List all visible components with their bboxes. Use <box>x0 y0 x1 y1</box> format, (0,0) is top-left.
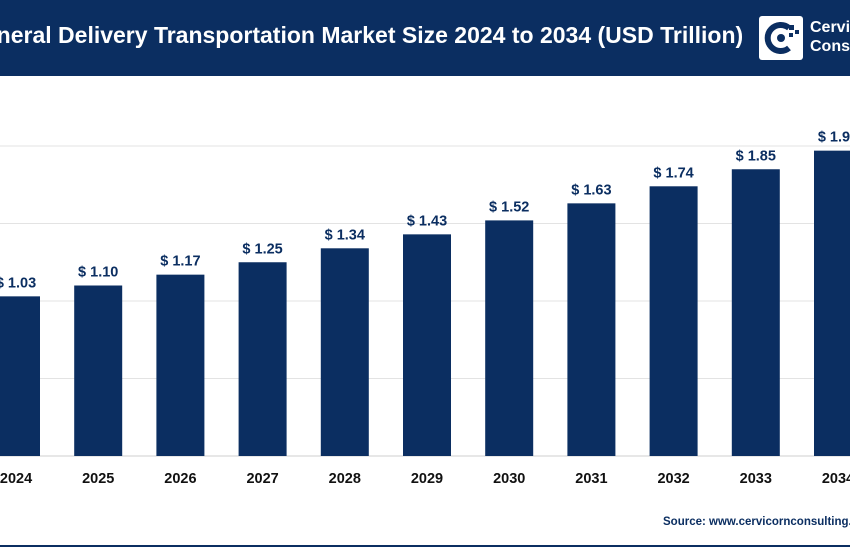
bar-2025 <box>74 285 123 456</box>
bar-2032 <box>649 186 698 457</box>
data-label-2032: $ 1.74 <box>653 165 693 181</box>
x-tick-label-2029: 2029 <box>411 471 443 487</box>
data-label-2034: $ 1.97 <box>818 130 850 146</box>
data-label-2028: $ 1.34 <box>325 227 365 243</box>
x-tick-label-2026: 2026 <box>164 471 196 487</box>
bar-2024 <box>0 296 40 456</box>
x-tick-label-2027: 2027 <box>246 471 278 487</box>
chart-title: General Delivery Transportation Market S… <box>0 22 744 48</box>
data-label-2031: $ 1.63 <box>571 182 611 198</box>
bottom-divider <box>0 545 850 547</box>
x-tick-label-2030: 2030 <box>493 471 525 487</box>
bar-chart: $ 1.03 2024 $ 1.10 2025 $ 1.17 2026 $ 1.25 2027… <box>0 130 850 487</box>
bar-2031 <box>567 203 616 456</box>
data-label-2024: $ 1.03 <box>0 275 36 291</box>
bar-2028 <box>320 248 369 456</box>
source-note: Source: www.cervicornconsulting.com <box>663 516 850 528</box>
bar-2034 <box>814 150 850 456</box>
bar-2029 <box>403 234 451 456</box>
data-label-2033: $ 1.85 <box>736 148 776 164</box>
bar-2026 <box>156 274 205 456</box>
data-label-2027: $ 1.25 <box>242 241 282 257</box>
bar-2027 <box>238 262 287 456</box>
data-label-2029: $ 1.43 <box>407 213 447 229</box>
x-tick-label-2025: 2025 <box>82 471 114 487</box>
x-tick-label-2032: 2032 <box>657 471 689 487</box>
bar-2030 <box>485 220 534 456</box>
x-tick-label-2024: 2024 <box>0 471 32 487</box>
data-label-2025: $ 1.10 <box>78 265 118 281</box>
data-label-2030: $ 1.52 <box>489 199 529 215</box>
x-tick-label-2033: 2033 <box>740 471 772 487</box>
x-tick-label-2031: 2031 <box>575 471 607 487</box>
x-tick-label-2028: 2028 <box>329 471 361 487</box>
bar-2033 <box>731 169 780 456</box>
data-label-2026: $ 1.17 <box>160 254 200 270</box>
logo-mark-icon <box>764 22 799 54</box>
logo-wordmark: Cervicorn Consulting <box>810 18 850 56</box>
logo-line-2: Consulting <box>810 38 850 55</box>
header-banner: General Delivery Transportation Market S… <box>0 0 850 76</box>
cervicorn-logo-icon <box>759 16 803 60</box>
x-tick-label-2034: 2034 <box>822 471 850 487</box>
logo-line-1: Cervicorn <box>810 19 850 36</box>
